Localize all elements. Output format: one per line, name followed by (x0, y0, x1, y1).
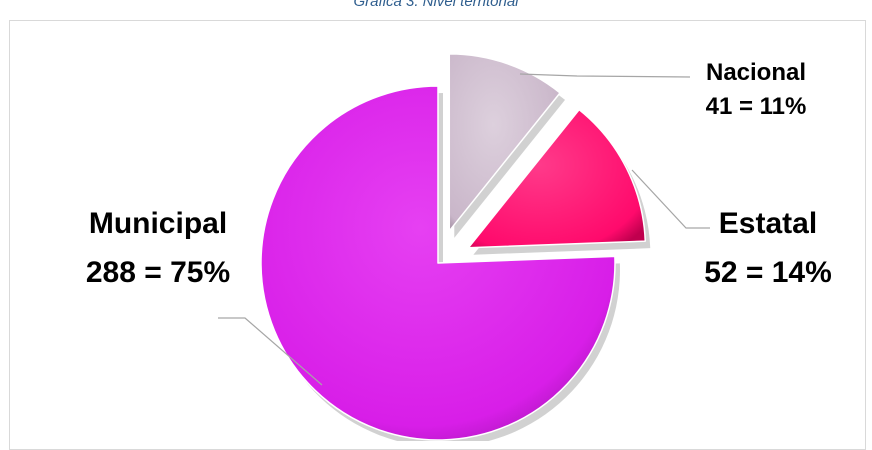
chart-caption: Gráfica 3. Nivel territorial (353, 0, 519, 10)
label-nacional-name: Nacional (706, 59, 806, 86)
label-municipal-value: 288 = 75% (86, 256, 230, 289)
label-estatal-name: Estatal (719, 207, 817, 240)
label-estatal-value: 52 = 14% (704, 256, 832, 289)
data-label-nacional: Nacional 41 = 11% (706, 59, 807, 120)
label-municipal-name: Municipal (89, 207, 227, 240)
pie-slices (260, 53, 647, 441)
label-nacional-value: 41 = 11% (706, 93, 807, 120)
leader-line-nacional (519, 73, 691, 78)
leader-line-estatal (631, 169, 710, 229)
data-label-municipal: Municipal 288 = 75% (86, 207, 230, 289)
leader-line-municipal (218, 317, 323, 386)
data-label-estatal: Estatal 52 = 14% (704, 207, 832, 289)
leader-lines (218, 73, 710, 386)
pie-slice-estatal (467, 108, 647, 249)
pie-slice-municipal (260, 85, 616, 441)
pie-slice-nacional (448, 53, 561, 232)
